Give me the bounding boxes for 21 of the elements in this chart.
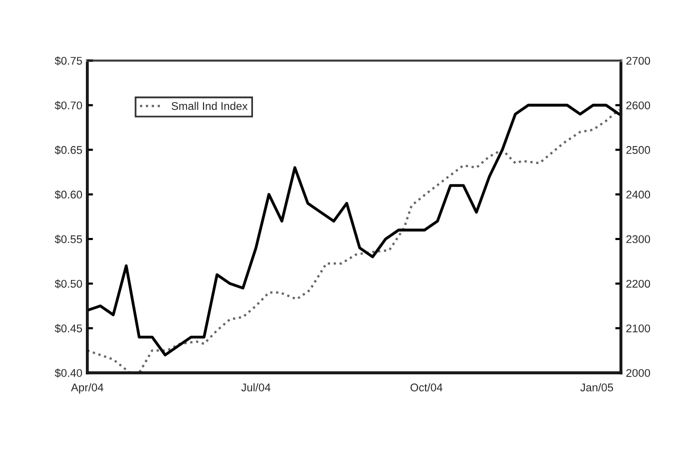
y2-tick-label: 2600 [626,101,650,110]
y2-tick-label: 2100 [626,324,650,332]
x-tick-label: Apr/04 [70,383,104,394]
y-tick-label: $0.40 [54,368,82,378]
y2-tick-label: 2000 [626,369,650,377]
y2-tick-label: 2300 [626,235,650,244]
x-tick-label: Oct/04 [410,383,442,392]
x-tick-label: Jan/05 [580,383,614,392]
y-tick-label: $0.75 [54,56,82,66]
y2-tick-label: 2400 [626,190,650,199]
y2-tick-label: 2200 [626,280,650,288]
y-tick-label: $0.55 [54,234,82,244]
y-tick-label: $0.45 [54,324,82,333]
y-tick-label: $0.65 [54,146,82,155]
legend-label: Small Ind Index [172,102,248,110]
y-tick-label: $0.70 [54,100,82,110]
y-tick-label: $0.50 [54,279,82,288]
y2-tick-label: 2500 [626,146,650,154]
y-tick-label: $0.60 [54,190,82,200]
y2-tick-label: 2700 [626,56,650,65]
x-tick-label: Jul/04 [241,383,270,392]
